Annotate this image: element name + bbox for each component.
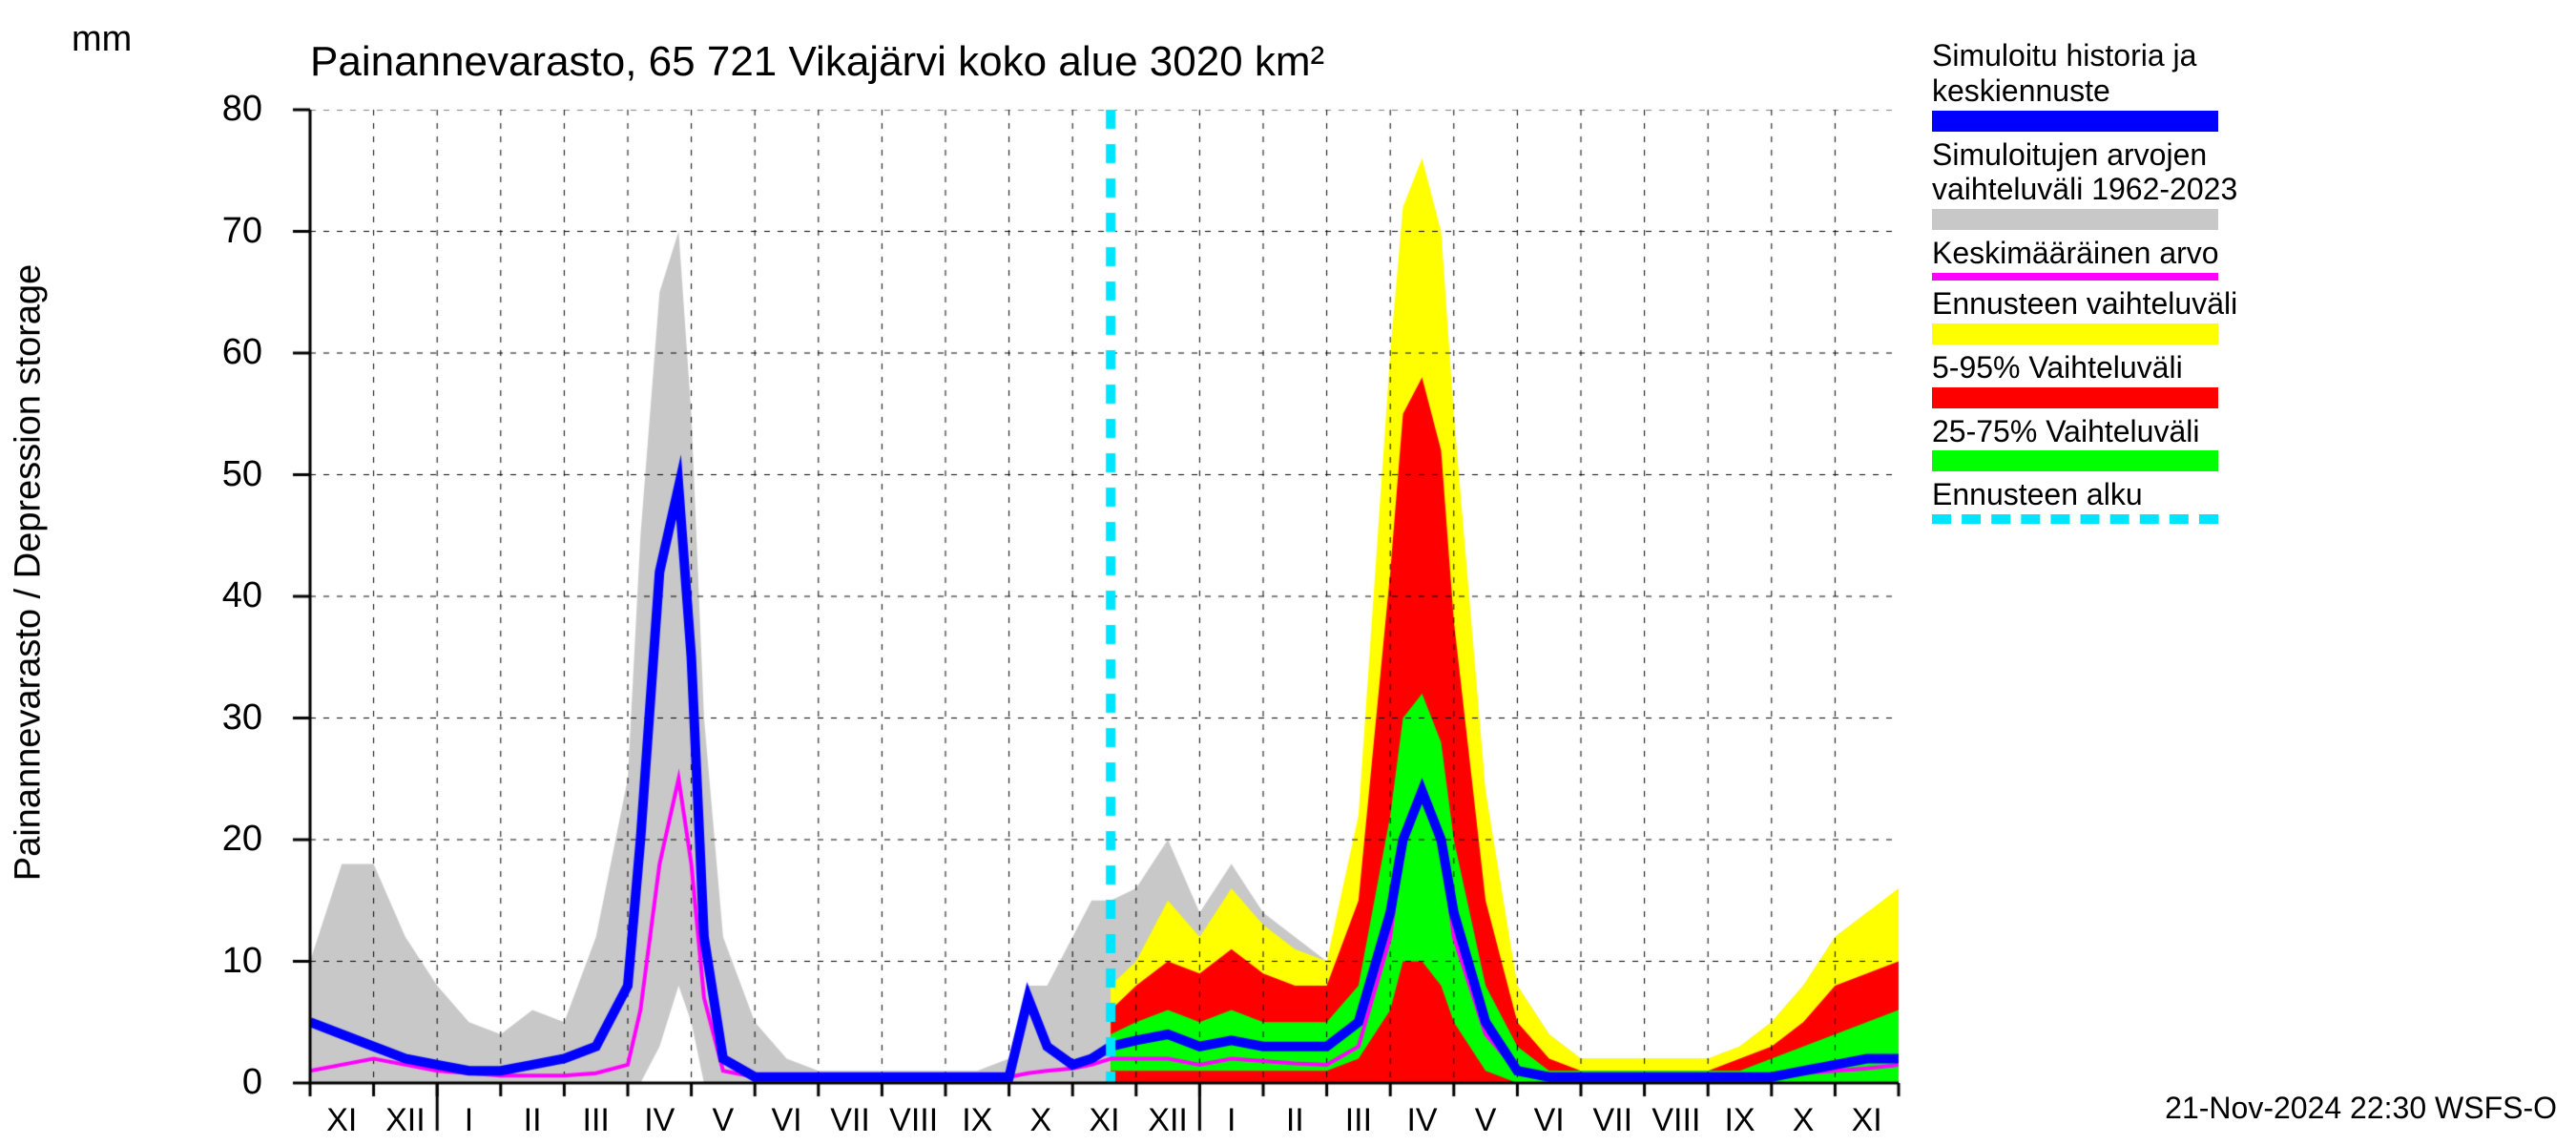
legend-entry: Keskimääräinen arvo [1932,236,2552,281]
x-tick-label: XII [385,1102,426,1139]
y-tick-label: 70 [167,211,262,252]
legend-label: Ennusteen alku [1932,477,2552,512]
y-tick-label: 60 [167,332,262,373]
x-tick-label: VIII [889,1102,938,1139]
x-tick-label: XII [1148,1102,1188,1139]
x-tick-label: II [1286,1102,1304,1139]
x-tick-label: XI [1089,1102,1119,1139]
x-tick-label: III [1345,1102,1372,1139]
x-tick-label: II [524,1102,542,1139]
y-tick-label: 10 [167,941,262,982]
x-tick-label: XI [326,1102,357,1139]
x-tick-label: VI [771,1102,801,1139]
legend-entry: Simuloitujen arvojenvaihteluväli 1962-20… [1932,137,2552,231]
x-tick-label: VI [1534,1102,1565,1139]
timestamp-label: 21-Nov-2024 22:30 WSFS-O [2165,1091,2557,1126]
y-tick-label: 50 [167,454,262,495]
x-tick-label: III [583,1102,610,1139]
y-tick-label: 80 [167,89,262,130]
y-axis-label: Painannevarasto / Depression storage [9,264,50,881]
x-tick-label: X [1030,1102,1052,1139]
y-axis-unit: mm [72,19,132,60]
x-tick-label: V [713,1102,735,1139]
legend-label: Ennusteen vaihteluväli [1932,286,2552,322]
x-tick-label: VIII [1652,1102,1700,1139]
legend-label: 5-95% Vaihteluväli [1932,350,2552,385]
chart-title: Painannevarasto, 65 721 Vikajärvi koko a… [310,38,1324,86]
x-tick-label: V [1475,1102,1497,1139]
x-tick-label: XI [1852,1102,1882,1139]
legend-swatch [1932,111,2218,132]
x-tick-label: X [1793,1102,1815,1139]
x-tick-label: IX [962,1102,992,1139]
legend-label: Simuloitujen arvojenvaihteluväli 1962-20… [1932,137,2552,208]
legend-entry: 5-95% Vaihteluväli [1932,350,2552,408]
legend: Simuloitu historia jakeskiennuste Simuloi… [1932,38,2552,530]
legend-label: Keskimääräinen arvo [1932,236,2552,271]
chart-container: mm Painannevarasto / Depression storage … [0,0,2576,1145]
legend-entry: Simuloitu historia jakeskiennuste [1932,38,2552,132]
legend-entry: Ennusteen alku [1932,477,2552,524]
x-tick-label: VII [830,1102,870,1139]
legend-swatch [1932,514,2218,524]
legend-label: Simuloitu historia jakeskiennuste [1932,38,2552,109]
x-tick-label: I [1227,1102,1236,1139]
legend-swatch [1932,273,2218,281]
x-tick-label: IV [1406,1102,1437,1139]
legend-swatch [1932,323,2218,344]
y-tick-label: 40 [167,575,262,616]
y-tick-label: 20 [167,819,262,860]
legend-swatch [1932,387,2218,408]
legend-entry: Ennusteen vaihteluväli [1932,286,2552,344]
x-tick-label: VII [1593,1102,1633,1139]
legend-swatch [1932,209,2218,230]
x-tick-label: IV [644,1102,675,1139]
x-tick-label: IX [1724,1102,1755,1139]
x-tick-label: I [465,1102,473,1139]
y-tick-label: 0 [167,1062,262,1103]
legend-label: 25-75% Vaihteluväli [1932,414,2552,449]
legend-entry: 25-75% Vaihteluväli [1932,414,2552,472]
y-tick-label: 30 [167,697,262,739]
legend-swatch [1932,450,2218,471]
